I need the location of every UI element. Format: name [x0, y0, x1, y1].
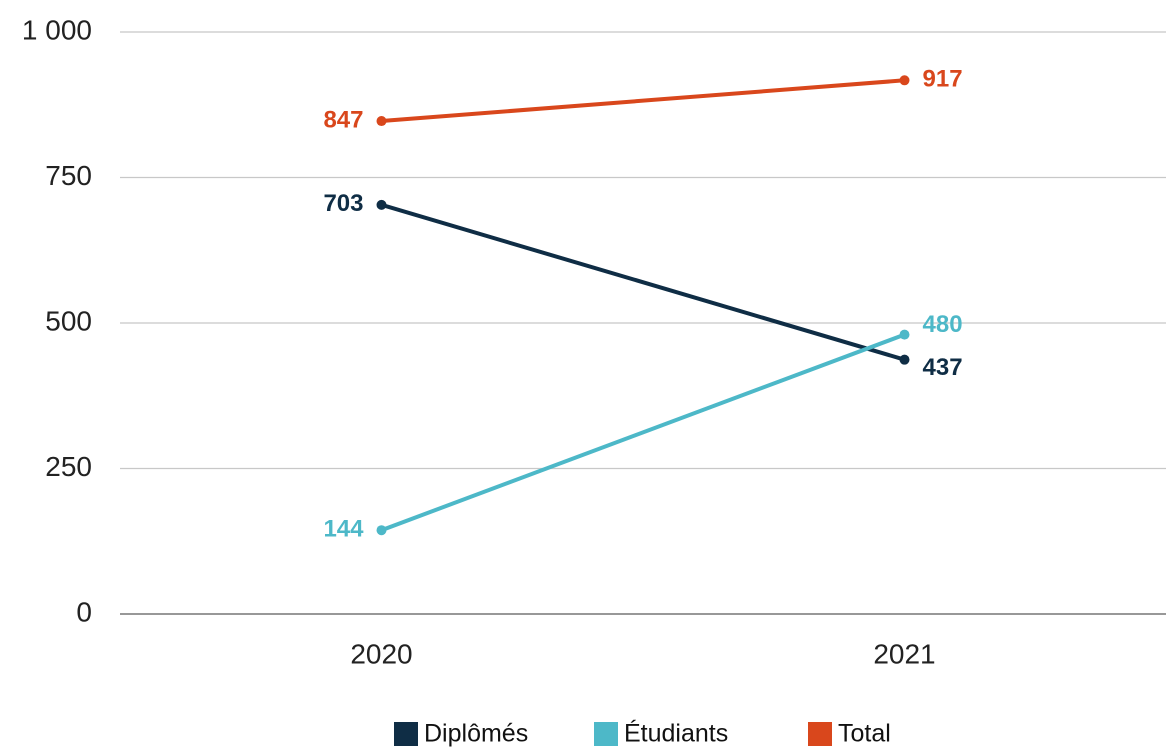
y-tick-label: 750	[45, 160, 92, 191]
point	[899, 354, 910, 365]
legend-label: Étudiants	[624, 719, 728, 748]
point	[899, 75, 910, 86]
data-label: 437	[923, 354, 963, 381]
data-label: 144	[323, 516, 364, 543]
point	[899, 329, 910, 340]
line	[381, 78, 905, 124]
data-label: 917	[923, 66, 963, 93]
legend-swatch	[808, 722, 832, 746]
point	[376, 199, 387, 210]
y-tick-label: 0	[76, 596, 92, 627]
line	[380, 202, 906, 362]
legend-swatch	[394, 722, 418, 746]
y-tick-label: 500	[45, 305, 92, 336]
line	[380, 332, 906, 533]
legend-label: Total	[838, 720, 891, 748]
data-label: 847	[323, 106, 363, 133]
y-tick-label: 250	[45, 451, 92, 482]
data-label: 480	[923, 311, 963, 338]
x-tick-label: 2021	[873, 638, 935, 669]
y-tick-label: 1 000	[22, 14, 92, 45]
point	[376, 116, 387, 127]
legend-label: Diplômés	[424, 720, 528, 748]
data-label: 703	[323, 190, 363, 217]
point	[376, 525, 387, 536]
x-tick-label: 2020	[350, 638, 412, 669]
legend-swatch	[594, 722, 618, 746]
